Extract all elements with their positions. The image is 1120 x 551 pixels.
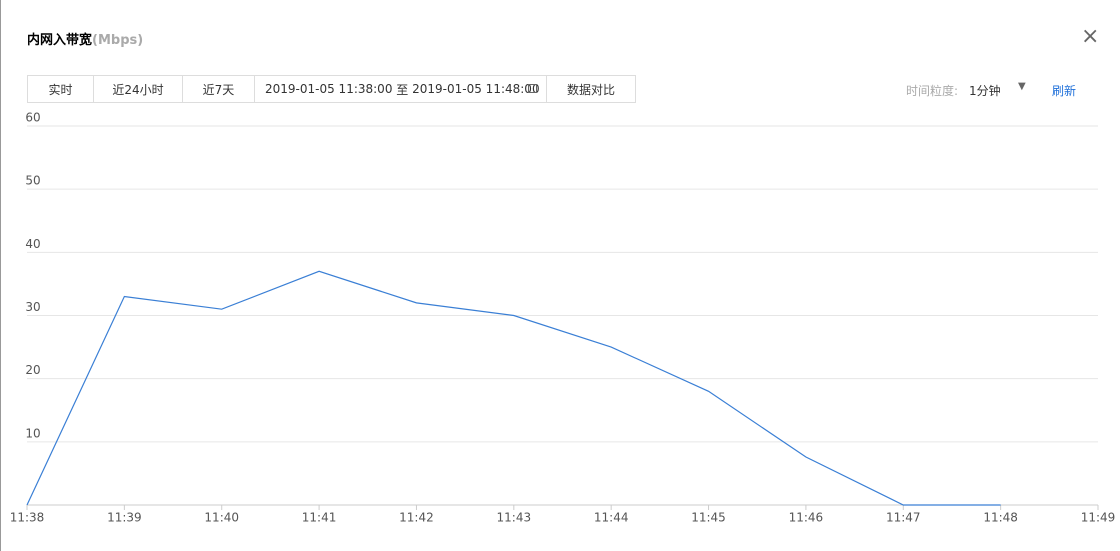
x-tick-label: 11:40 — [204, 511, 239, 525]
title-text: 内网入带宽 — [27, 33, 93, 48]
x-tick-label: 11:49 — [1081, 511, 1116, 525]
x-tick-label: 11:45 — [691, 511, 726, 525]
date-start: 2019-01-05 11:38:00 — [265, 82, 393, 96]
date-sep: 至 — [396, 82, 409, 97]
x-tick-label: 11:46 — [789, 511, 824, 525]
y-tick-label: 60 — [25, 111, 40, 125]
x-tick-label: 11:38 — [10, 511, 45, 525]
y-tick-label: 20 — [25, 363, 40, 377]
granularity-label: 时间粒度: — [906, 84, 959, 98]
data-line — [26, 270, 1001, 506]
close-button[interactable]: × — [1081, 24, 1100, 49]
granularity-select[interactable]: 1分钟 — [969, 84, 1001, 98]
title-unit: (Mbps) — [92, 33, 144, 48]
compare-button[interactable]: 数据对比 — [546, 75, 636, 103]
y-tick-label: 40 — [25, 237, 40, 251]
y-tick-label: 10 — [25, 426, 40, 440]
dropdown-arrow[interactable]: ▼ — [1018, 81, 1026, 92]
refresh-link[interactable]: 刷新 — [1052, 84, 1077, 98]
x-tick-label: 11:43 — [497, 511, 532, 525]
y-tick-label: 30 — [25, 300, 40, 314]
date-range[interactable]: 2019-01-05 11:38:00 至 2019-01-05 11:48:0… — [254, 75, 547, 103]
x-tick-label: 11:48 — [983, 511, 1018, 525]
range-button[interactable]: 实时 — [27, 75, 94, 103]
x-tick-label: 11:41 — [302, 511, 337, 525]
range-button[interactable]: 近24小时 — [93, 75, 183, 103]
calendar-icon — [528, 84, 537, 93]
range-button[interactable]: 近7天 — [182, 75, 255, 103]
x-tick-label: 11:44 — [594, 511, 629, 525]
y-tick-label: 50 — [25, 174, 40, 188]
title: 内网入带宽(Mbps) — [27, 29, 143, 48]
x-tick-label: 11:42 — [399, 511, 434, 525]
date-end: 2019-01-05 11:48:00 — [412, 82, 540, 96]
x-tick-label: 11:39 — [107, 511, 142, 525]
x-tick-label: 11:47 — [886, 511, 921, 525]
